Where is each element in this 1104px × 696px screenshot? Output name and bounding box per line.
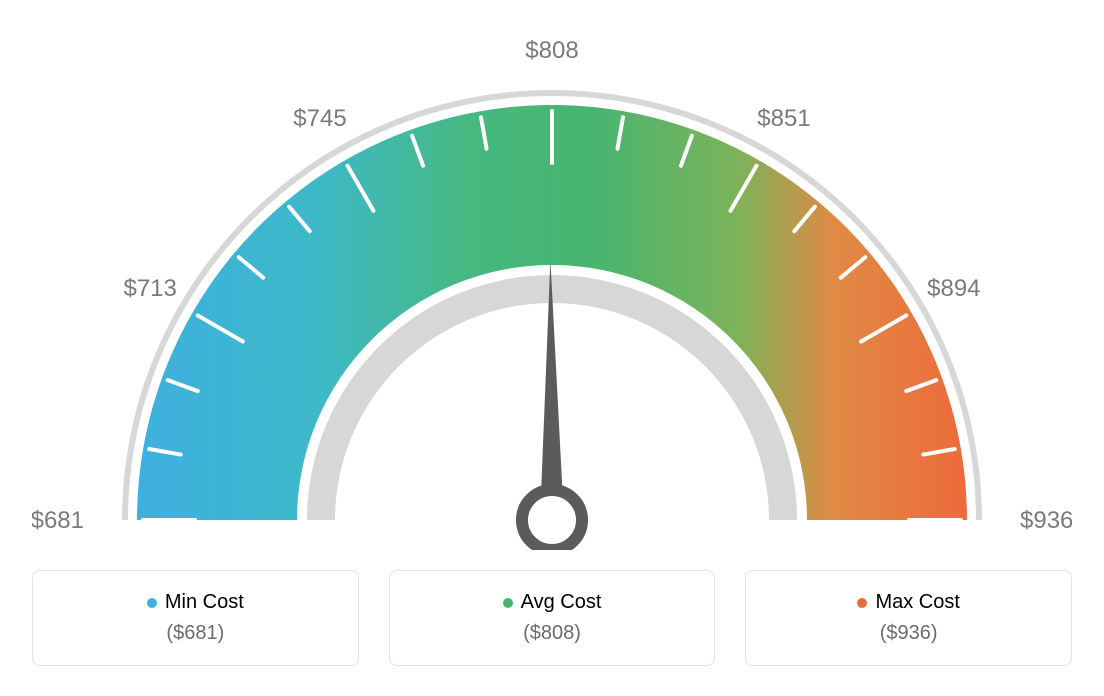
legend-title-avg: Avg Cost bbox=[503, 591, 602, 614]
legend-row: Min Cost ($681) Avg Cost ($808) Max Cost… bbox=[32, 570, 1072, 666]
tick-label: $745 bbox=[293, 105, 346, 132]
legend-label-max: Max Cost bbox=[875, 591, 959, 614]
cost-gauge: $681 $713 $745 $808 $851 $894 $936 bbox=[32, 30, 1072, 550]
legend-card-avg: Avg Cost ($808) bbox=[389, 570, 716, 666]
legend-label-avg: Avg Cost bbox=[521, 591, 602, 614]
dot-avg bbox=[503, 598, 513, 608]
needle-hub bbox=[522, 490, 582, 550]
legend-value-avg: ($808) bbox=[523, 622, 581, 645]
legend-value-min: ($681) bbox=[166, 622, 224, 645]
legend-label-min: Min Cost bbox=[165, 591, 244, 614]
legend-card-max: Max Cost ($936) bbox=[745, 570, 1072, 666]
dot-min bbox=[147, 598, 157, 608]
legend-title-min: Min Cost bbox=[147, 591, 244, 614]
gauge-svg: $681 $713 $745 $808 $851 $894 $936 bbox=[32, 30, 1072, 550]
tick-label: $851 bbox=[757, 105, 810, 132]
legend-value-max: ($936) bbox=[880, 622, 938, 645]
tick-label: $936 bbox=[1020, 507, 1072, 534]
tick-label: $808 bbox=[525, 37, 578, 64]
dot-max bbox=[857, 598, 867, 608]
tick-label: $894 bbox=[927, 275, 980, 302]
legend-title-max: Max Cost bbox=[857, 591, 959, 614]
tick-label: $713 bbox=[123, 275, 176, 302]
tick-label: $681 bbox=[32, 507, 84, 534]
legend-card-min: Min Cost ($681) bbox=[32, 570, 359, 666]
